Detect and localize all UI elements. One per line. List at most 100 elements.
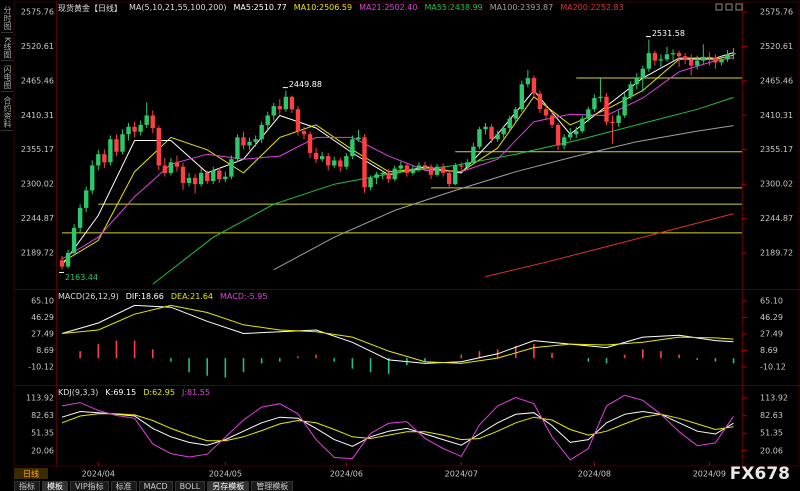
candle-body — [531, 78, 537, 94]
annotation: 2449.88 — [289, 80, 322, 89]
candle-body — [622, 96, 627, 116]
y-tick-label: 82.63 — [31, 411, 54, 420]
tab[interactable]: 指标 — [14, 481, 40, 491]
candle-body — [295, 109, 301, 132]
legend: KDJ(9,3,3) K:69.15 D:62.95 J:81.55 — [58, 388, 210, 397]
candle-body — [65, 252, 71, 267]
icon[interactable] — [735, 3, 743, 11]
x-tick-label: 2024/09 — [693, 470, 726, 479]
tab[interactable]: MACD — [138, 481, 173, 491]
annotation: 2163.44 — [65, 273, 98, 282]
candle-body — [465, 162, 470, 167]
candle-body — [471, 146, 476, 163]
y-tick-label: 8.69 — [36, 346, 54, 355]
watermark: FX678 — [730, 464, 790, 484]
y-tick-label: 51.35 — [760, 429, 783, 438]
candle-body — [84, 190, 89, 208]
y-tick-label: 2520.61 — [21, 42, 54, 51]
candle-body — [253, 139, 258, 142]
candle-body — [447, 172, 452, 185]
candle-body — [96, 154, 101, 166]
annotation: 2531.58 — [652, 29, 685, 38]
candle-body — [344, 156, 349, 167]
candle-body — [259, 124, 264, 140]
candle-body — [568, 134, 573, 138]
y-tick-label: 27.49 — [31, 329, 54, 338]
y-tick-label: -10.12 — [28, 363, 54, 372]
candle-body — [634, 78, 639, 85]
candle-body — [277, 106, 282, 110]
candle-body — [362, 137, 367, 188]
candle-body — [477, 129, 482, 147]
candle-body — [652, 53, 658, 61]
candle-body — [398, 165, 403, 169]
candle-body — [428, 166, 434, 175]
candle-body — [392, 168, 397, 180]
side-tab[interactable]: 分时图 — [1, 4, 13, 33]
x-tick-label: 2024/05 — [209, 470, 242, 479]
candle-body — [223, 176, 228, 180]
candle-body — [682, 56, 688, 60]
candle-body — [404, 165, 410, 173]
candle-body — [646, 53, 652, 69]
y-tick-label: -10.12 — [760, 363, 786, 372]
legend-entry: MACD(26,12,9) — [58, 292, 119, 301]
series-line — [61, 304, 734, 364]
candle-body — [689, 59, 694, 66]
candle-body — [198, 172, 204, 185]
candle-body — [592, 98, 597, 110]
icon[interactable] — [715, 3, 723, 11]
candle-body — [120, 134, 125, 152]
y-tick-label: 2355.17 — [21, 145, 54, 154]
tab[interactable]: 标准 — [110, 481, 137, 491]
tab[interactable]: BOLL — [174, 481, 206, 491]
side-tab[interactable]: 合约资料 — [1, 94, 13, 132]
candle-body — [350, 139, 355, 157]
x-tick-label: 2024/06 — [330, 470, 363, 479]
candle-body — [368, 177, 373, 188]
candle-body — [90, 165, 95, 191]
tab[interactable]: 管理模板 — [251, 481, 294, 491]
candle-body — [549, 115, 555, 125]
legend-entry: MA21:2502.40 — [359, 3, 418, 12]
candle-body — [307, 134, 313, 153]
y-tick-label: 2575.76 — [760, 8, 793, 17]
candle-body — [574, 131, 579, 135]
candle-body — [543, 109, 549, 116]
candle-body — [71, 227, 77, 253]
candle-body — [628, 84, 633, 97]
side-tab[interactable]: 闪电图 — [1, 63, 13, 93]
candle-body — [416, 165, 422, 169]
candle-body — [713, 57, 718, 63]
candle-body — [108, 139, 113, 163]
candle-body — [483, 126, 488, 130]
candle-body — [289, 96, 295, 110]
y-tick-label: 51.35 — [31, 429, 54, 438]
y-tick-label: 2189.72 — [21, 249, 54, 258]
x-tick-label: 2024/07 — [445, 470, 478, 479]
tab[interactable]: VIP指标 — [70, 481, 109, 491]
series-line — [61, 410, 734, 447]
series-line — [485, 213, 734, 278]
legend-entry: MA55:2438.99 — [424, 3, 483, 12]
candle-body — [205, 172, 210, 182]
candle-body — [326, 156, 331, 166]
tab[interactable]: 模板 — [42, 481, 68, 491]
candle-body — [229, 159, 234, 177]
chart-title: 现货黄金【日线】 — [58, 4, 122, 13]
side-tab[interactable]: K线图 — [1, 35, 13, 62]
legend: 现货黄金【日线】 MA(5,10,21,55,100,200) MA5:2510.7… — [58, 3, 624, 14]
candle-body — [301, 131, 307, 135]
tab[interactable]: 另存模板 — [207, 481, 250, 491]
legend-entry: MACD:-5.95 — [220, 292, 268, 301]
icon[interactable] — [725, 3, 733, 11]
candle-body — [180, 166, 186, 183]
candle-body — [586, 109, 591, 119]
y-tick-label: 8.69 — [760, 346, 778, 355]
candle-body — [453, 165, 458, 185]
legend-entry: J:81.55 — [181, 388, 210, 397]
y-tick-label: 2300.02 — [760, 180, 793, 189]
legend-entry: KDJ(9,3,3) — [58, 388, 99, 397]
x-tick-label: 2024/04 — [82, 470, 115, 479]
